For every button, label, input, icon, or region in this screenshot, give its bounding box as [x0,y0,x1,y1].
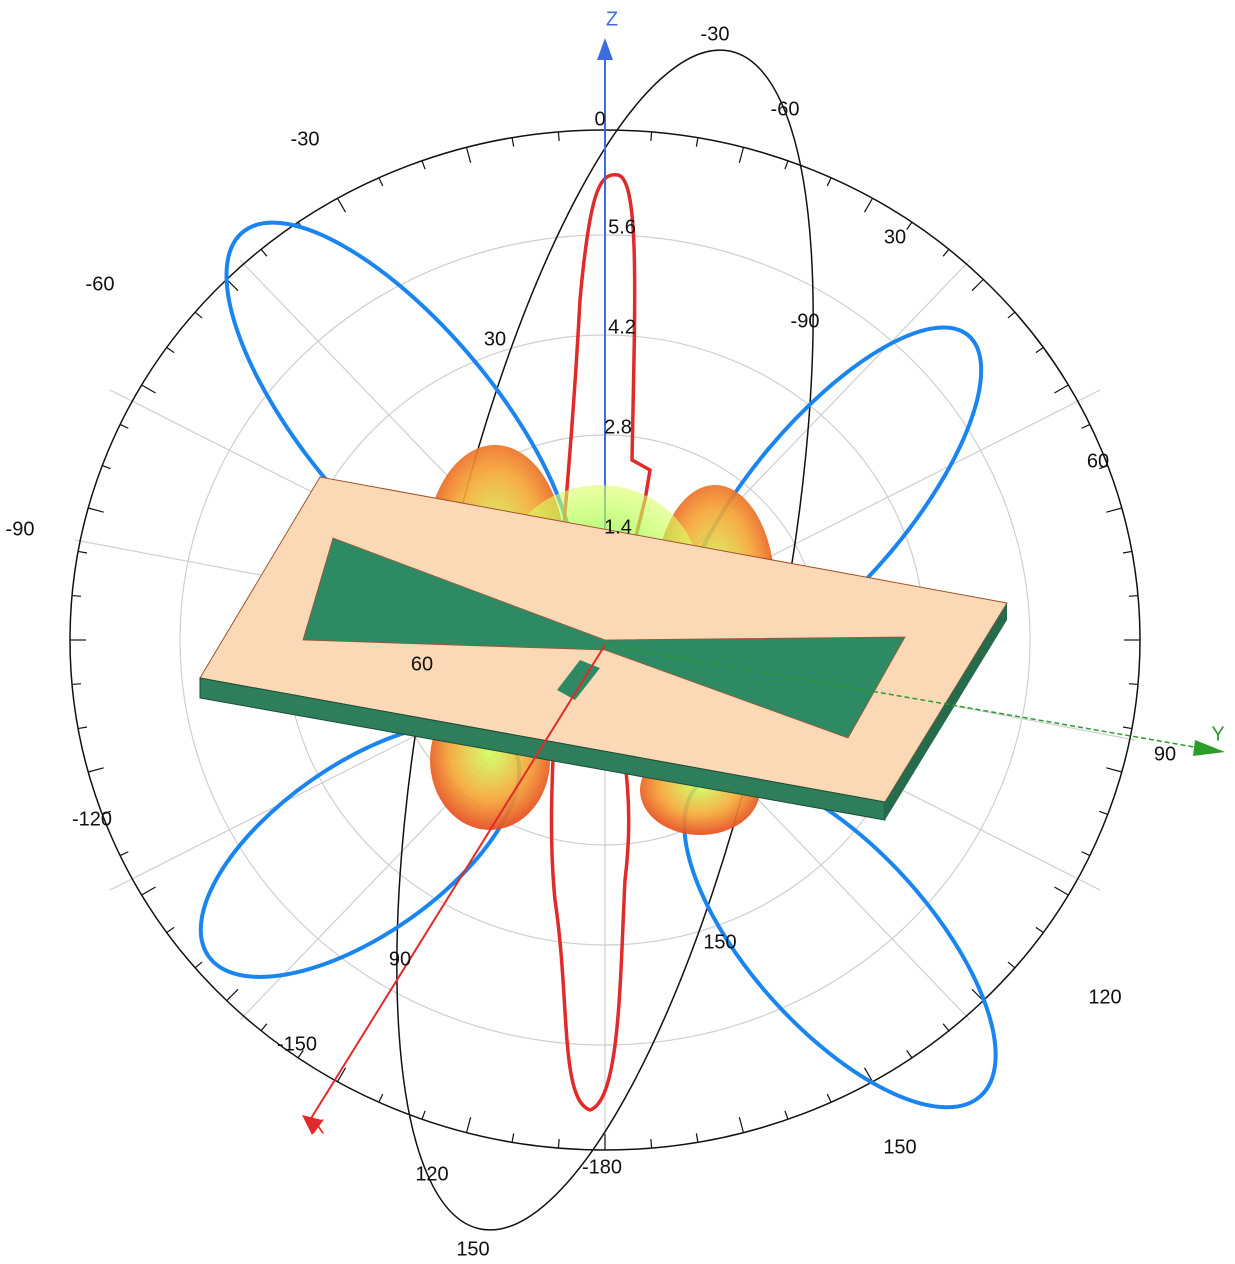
y-axis-label: Y [1211,723,1224,745]
x-axis-label: X [311,1116,324,1138]
y-arrow [1193,740,1225,756]
antenna-board [199,476,1008,821]
y-axis [604,644,1201,749]
angle-label: -30 [291,128,320,150]
angle-label: 0 [594,108,605,130]
x-arrow [302,1115,322,1135]
angle-label: 90 [389,948,411,970]
angle-label: -90 [791,310,820,332]
z-arrow [597,38,613,60]
x-axis [309,644,606,1121]
angle-label: -30 [701,23,730,45]
angle-label: -180 [582,1156,622,1178]
z-axis-label: Z [606,8,618,30]
angle-label: 150 [883,1136,916,1158]
angle-label: 30 [884,226,906,248]
angle-label: -90 [6,518,35,540]
angle-label: -150 [277,1033,317,1055]
angle-label: -60 [86,273,115,295]
angle-label: 150 [456,1238,489,1260]
angle-label: -120 [72,808,112,830]
angle-label: 60 [1087,450,1109,472]
angle-label: 2.8 [604,416,632,438]
angle-label: 5.6 [608,216,636,238]
angle-label: 90 [1154,743,1176,765]
angle-label: 4.2 [608,316,636,338]
angle-label: 60 [411,653,433,675]
angle-label: 1.4 [604,516,632,538]
angle-label: 120 [415,1163,448,1185]
angle-label: 120 [1088,986,1121,1008]
angle-label: -60 [771,98,800,120]
angle-label: 150 [703,931,736,953]
angle-label: 30 [484,328,506,350]
